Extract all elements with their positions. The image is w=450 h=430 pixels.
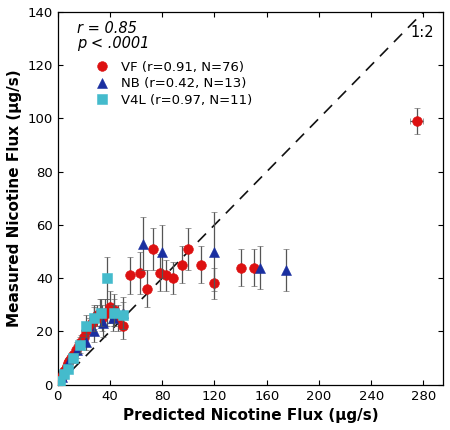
Text: p < .0001: p < .0001: [77, 36, 149, 51]
Y-axis label: Measured Nicotine Flux (μg/s): Measured Nicotine Flux (μg/s): [7, 70, 22, 327]
Text: 1:2: 1:2: [410, 25, 434, 40]
Text: r = 0.85: r = 0.85: [77, 21, 137, 36]
Legend: VF (r=0.91, N=76), NB (r=0.42, N=13), V4L (r=0.97, N=11): VF (r=0.91, N=76), NB (r=0.42, N=13), V4…: [84, 56, 257, 112]
X-axis label: Predicted Nicotine Flux (μg/s): Predicted Nicotine Flux (μg/s): [122, 408, 378, 423]
